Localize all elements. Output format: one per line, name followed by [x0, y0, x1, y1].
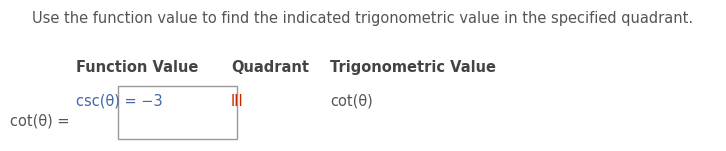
Text: cot(θ): cot(θ) [330, 94, 373, 109]
Text: Function Value: Function Value [76, 60, 199, 75]
Text: Quadrant: Quadrant [231, 60, 309, 75]
Text: csc(θ) = −3: csc(θ) = −3 [76, 94, 163, 109]
Text: Trigonometric Value: Trigonometric Value [330, 60, 497, 75]
Bar [118, 86, 237, 139]
Text: Use the function value to find the indicated trigonometric value in the specifie: Use the function value to find the indic… [33, 11, 693, 26]
Text: cot(θ) =: cot(θ) = [10, 113, 70, 128]
Text: III: III [231, 94, 244, 109]
